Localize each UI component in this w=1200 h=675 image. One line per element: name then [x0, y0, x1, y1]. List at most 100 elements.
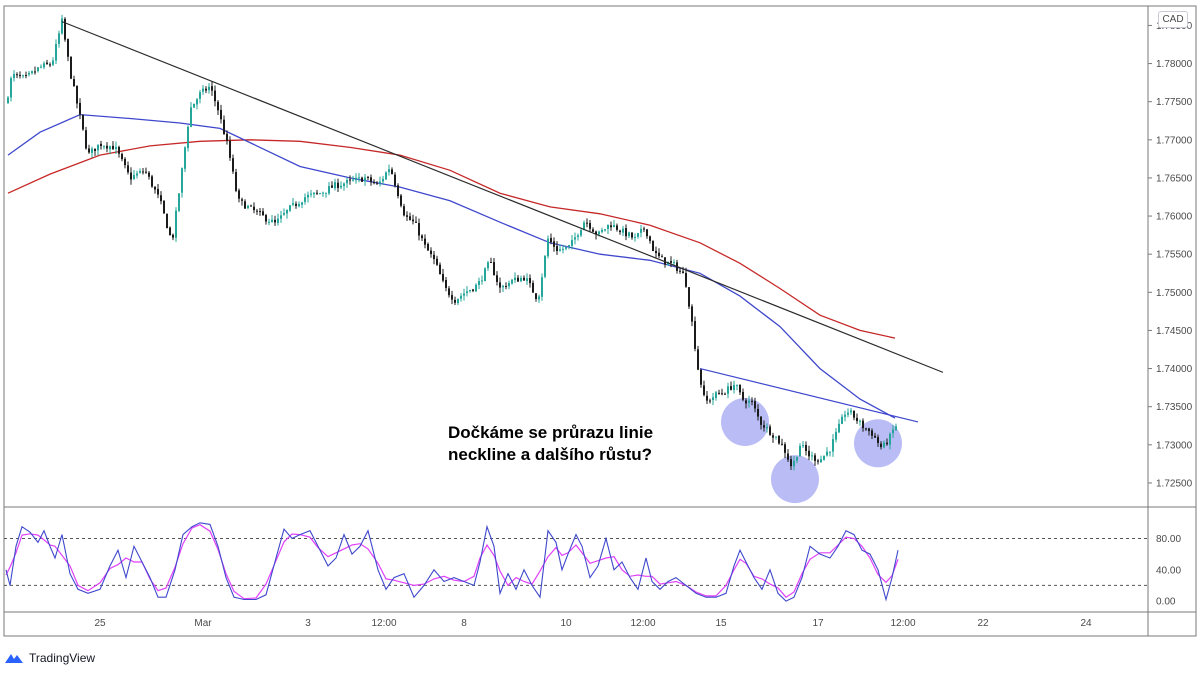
candle-body[interactable]: [355, 177, 357, 181]
candle-body[interactable]: [406, 215, 408, 217]
candle-body[interactable]: [349, 179, 351, 181]
candle-body[interactable]: [34, 71, 36, 73]
candle-body[interactable]: [832, 439, 834, 452]
candle-body[interactable]: [271, 219, 273, 223]
candle-body[interactable]: [799, 445, 801, 457]
candle-body[interactable]: [748, 400, 750, 403]
candle-body[interactable]: [730, 386, 732, 390]
candle-body[interactable]: [778, 435, 780, 444]
candle-body[interactable]: [877, 437, 879, 443]
candle-body[interactable]: [58, 33, 60, 44]
candle-body[interactable]: [145, 171, 147, 173]
candle-body[interactable]: [391, 169, 393, 174]
candle-body[interactable]: [550, 238, 552, 243]
candle-body[interactable]: [226, 133, 228, 141]
candle-body[interactable]: [544, 255, 546, 277]
candle-body[interactable]: [472, 289, 474, 291]
candle-body[interactable]: [520, 277, 522, 282]
candle-body[interactable]: [829, 451, 831, 453]
candle-body[interactable]: [130, 172, 132, 180]
candle-body[interactable]: [196, 99, 198, 105]
candle-body[interactable]: [181, 168, 183, 193]
candle-body[interactable]: [280, 215, 282, 219]
candle-body[interactable]: [655, 250, 657, 254]
candle-body[interactable]: [250, 205, 252, 207]
candle-body[interactable]: [526, 278, 528, 282]
tradingview-brand[interactable]: TradingView: [4, 648, 95, 668]
candle-body[interactable]: [775, 436, 777, 438]
downtrend-line[interactable]: [61, 21, 944, 373]
candle-body[interactable]: [607, 224, 609, 229]
candle-body[interactable]: [262, 211, 264, 216]
candle-body[interactable]: [709, 400, 711, 402]
candle-body[interactable]: [19, 74, 21, 76]
candle-body[interactable]: [463, 293, 465, 296]
candle-body[interactable]: [625, 228, 627, 237]
candle-body[interactable]: [643, 228, 645, 230]
candle-body[interactable]: [760, 416, 762, 425]
candle-body[interactable]: [553, 241, 555, 247]
candle-body[interactable]: [445, 280, 447, 288]
candle-body[interactable]: [118, 146, 120, 154]
candle-body[interactable]: [886, 442, 888, 445]
candle-body[interactable]: [154, 186, 156, 190]
candle-body[interactable]: [151, 176, 153, 187]
candle-body[interactable]: [25, 75, 27, 77]
candle-body[interactable]: [847, 412, 849, 415]
candle-body[interactable]: [664, 257, 666, 265]
candle-body[interactable]: [91, 148, 93, 153]
candle-body[interactable]: [340, 185, 342, 188]
pattern-highlight-circle[interactable]: [771, 455, 819, 504]
candle-body[interactable]: [697, 349, 699, 370]
candle-body[interactable]: [694, 321, 696, 349]
candle-body[interactable]: [703, 385, 705, 396]
candle-body[interactable]: [808, 450, 810, 457]
candle-body[interactable]: [883, 442, 885, 448]
candle-body[interactable]: [511, 279, 513, 284]
candle-body[interactable]: [559, 249, 561, 251]
candle-body[interactable]: [724, 393, 726, 395]
candle-body[interactable]: [328, 186, 330, 194]
candle-body[interactable]: [205, 88, 207, 91]
candle-body[interactable]: [727, 386, 729, 394]
candle-body[interactable]: [580, 229, 582, 236]
candle-body[interactable]: [574, 237, 576, 240]
candle-body[interactable]: [757, 408, 759, 417]
candle-body[interactable]: [835, 431, 837, 440]
candle-body[interactable]: [412, 219, 414, 222]
candle-body[interactable]: [268, 221, 270, 223]
candle-body[interactable]: [274, 219, 276, 223]
candle-body[interactable]: [421, 235, 423, 239]
candle-body[interactable]: [334, 182, 336, 189]
candle-body[interactable]: [649, 236, 651, 241]
candle-body[interactable]: [10, 78, 12, 98]
candle-body[interactable]: [862, 420, 864, 429]
candle-body[interactable]: [388, 169, 390, 173]
candle-body[interactable]: [745, 400, 747, 404]
candle-body[interactable]: [232, 158, 234, 172]
candle-body[interactable]: [508, 283, 510, 287]
candle-body[interactable]: [736, 385, 738, 387]
candle-body[interactable]: [856, 417, 858, 422]
candle-body[interactable]: [571, 240, 573, 246]
candle-body[interactable]: [427, 243, 429, 251]
candle-body[interactable]: [70, 56, 72, 79]
candle-body[interactable]: [346, 179, 348, 184]
candle-body[interactable]: [385, 172, 387, 180]
candle-body[interactable]: [517, 277, 519, 282]
candle-body[interactable]: [241, 199, 243, 201]
candle-body[interactable]: [403, 206, 405, 216]
candle-body[interactable]: [781, 443, 783, 445]
candle-body[interactable]: [865, 428, 867, 430]
candle-body[interactable]: [718, 392, 720, 394]
candle-body[interactable]: [541, 277, 543, 297]
candle-body[interactable]: [61, 18, 63, 34]
candle-body[interactable]: [478, 280, 480, 286]
candle-body[interactable]: [484, 268, 486, 282]
candle-body[interactable]: [688, 287, 690, 307]
candle-body[interactable]: [139, 170, 141, 173]
candle-body[interactable]: [637, 233, 639, 237]
candle-body[interactable]: [289, 205, 291, 211]
candle-body[interactable]: [583, 222, 585, 231]
